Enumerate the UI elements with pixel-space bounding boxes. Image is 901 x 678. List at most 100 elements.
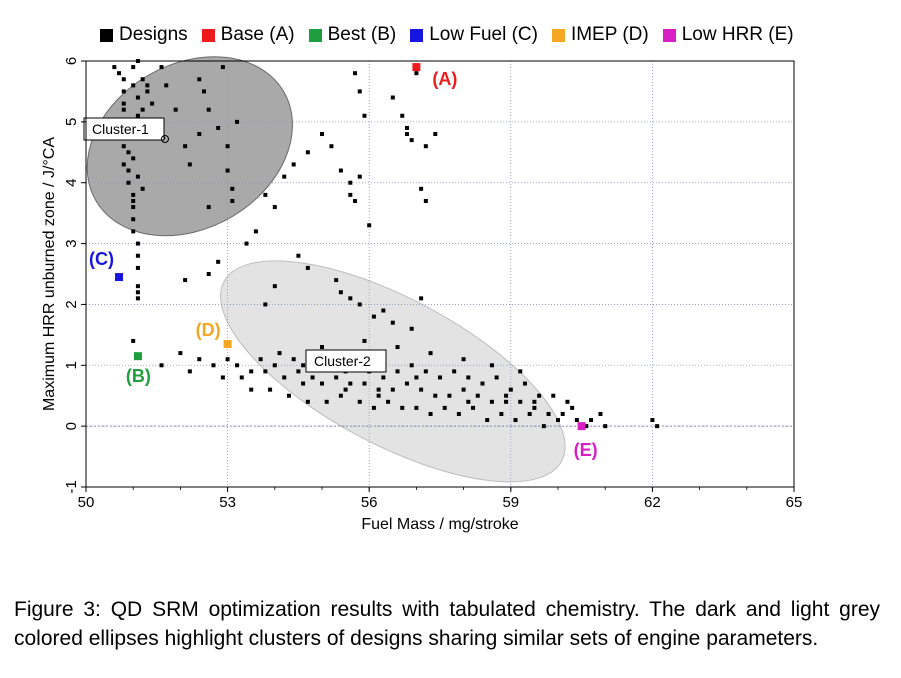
design-point (202, 89, 206, 94)
x-tick-label: 53 (219, 494, 236, 511)
design-point (206, 272, 211, 276)
design-point (541, 424, 546, 429)
design-point (272, 205, 277, 210)
design-point (272, 363, 277, 368)
design-point (135, 296, 140, 301)
design-point (239, 375, 244, 380)
design-point (447, 393, 452, 398)
design-point (131, 83, 136, 88)
design-point (216, 125, 221, 130)
design-point (338, 290, 343, 295)
design-point (145, 89, 150, 94)
design-point (452, 369, 457, 374)
design-point (291, 162, 296, 167)
cluster-label: Cluster-1 (92, 121, 149, 137)
y-axis-title: Maximum HRR unburned zone / J/°CA (41, 137, 58, 411)
design-point (249, 387, 254, 392)
design-point (263, 369, 268, 374)
design-point (603, 424, 608, 429)
y-tick-label: 3 (63, 239, 80, 247)
plot-frame (85, 60, 795, 488)
design-point (395, 345, 400, 350)
design-point (371, 405, 376, 410)
design-point (353, 198, 358, 203)
legend-swatch (551, 28, 565, 42)
design-point (395, 369, 400, 374)
design-point (135, 290, 140, 295)
x-tick-label: 56 (361, 494, 378, 511)
design-point (466, 399, 471, 404)
design-point (277, 351, 282, 356)
highlight-label: (D) (196, 320, 221, 340)
design-point (220, 375, 225, 380)
highlight-label: (C) (89, 249, 114, 269)
design-point (126, 180, 131, 185)
design-point (560, 411, 565, 416)
design-point (135, 265, 140, 270)
design-point (362, 113, 367, 118)
design-point (334, 278, 339, 283)
design-point (513, 418, 518, 423)
design-point (348, 180, 353, 185)
design-point (461, 357, 466, 362)
legend-swatch (662, 28, 676, 42)
design-point (508, 387, 513, 392)
y-tick-label: 0 (63, 422, 80, 430)
design-point (112, 65, 117, 70)
design-point (305, 265, 310, 270)
design-point (197, 357, 202, 362)
design-point (442, 405, 447, 410)
design-point (121, 101, 126, 106)
design-point (249, 369, 254, 374)
design-point (272, 284, 277, 289)
design-point (522, 381, 527, 386)
design-point (121, 107, 126, 112)
figure: Designs Base (A) Best (B) Low Fuel (C) I… (41, 24, 802, 533)
design-point (263, 302, 268, 307)
design-point (367, 223, 372, 228)
design-point (131, 338, 136, 343)
highlight-label: (E) (574, 440, 598, 460)
design-point (537, 393, 542, 398)
design-point (131, 192, 136, 197)
design-point (357, 399, 362, 404)
design-point (159, 65, 164, 70)
cluster-pointer-marker (161, 135, 169, 143)
design-point (527, 411, 532, 416)
legend-item-low-hrr: Low HRR (E) (662, 24, 794, 46)
design-point (216, 259, 221, 264)
design-point (225, 357, 230, 362)
design-point (131, 217, 136, 222)
design-point (135, 95, 140, 100)
design-point (438, 375, 442, 380)
design-point (286, 393, 291, 398)
design-point (409, 138, 414, 143)
design-point (409, 326, 414, 331)
design-point (121, 162, 126, 167)
design-point (584, 424, 589, 429)
design-point (532, 405, 537, 410)
y-tick-label: 6 (63, 57, 80, 65)
design-point (301, 381, 306, 386)
design-point (230, 198, 235, 203)
design-point (135, 174, 140, 179)
design-point (220, 65, 225, 70)
design-point (489, 399, 494, 404)
design-point (357, 174, 362, 179)
cluster-ellipse (86, 56, 293, 237)
legend-swatch (201, 28, 215, 42)
design-point (357, 302, 362, 307)
design-point (305, 399, 310, 404)
design-point (390, 95, 395, 100)
design-point (268, 387, 273, 392)
design-point (343, 387, 348, 392)
design-point (121, 144, 126, 149)
design-point (296, 253, 301, 258)
y-tick-label: -1 (63, 480, 80, 493)
design-point (357, 89, 362, 94)
highlight-point-e (577, 422, 586, 431)
design-point (197, 77, 202, 82)
design-point (164, 83, 169, 88)
y-tick-label: 1 (63, 361, 80, 369)
